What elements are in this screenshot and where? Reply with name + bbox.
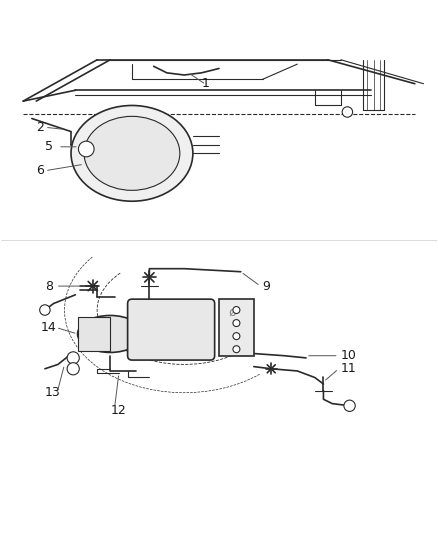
Text: 13: 13 xyxy=(45,386,60,399)
Circle shape xyxy=(67,352,79,364)
Circle shape xyxy=(233,320,240,327)
Text: ø: ø xyxy=(228,306,236,319)
Circle shape xyxy=(78,141,94,157)
Circle shape xyxy=(233,306,240,313)
FancyBboxPatch shape xyxy=(127,299,215,360)
Text: 11: 11 xyxy=(341,362,357,375)
Bar xyxy=(219,299,254,356)
Text: 2: 2 xyxy=(36,121,44,134)
Text: 14: 14 xyxy=(41,321,57,334)
Text: 12: 12 xyxy=(110,403,126,417)
Circle shape xyxy=(67,362,79,375)
Text: 5: 5 xyxy=(45,140,53,154)
Ellipse shape xyxy=(71,106,193,201)
Bar xyxy=(78,317,110,351)
Text: 6: 6 xyxy=(36,164,44,177)
Circle shape xyxy=(342,107,353,117)
Text: 8: 8 xyxy=(45,280,53,293)
Text: 10: 10 xyxy=(341,349,357,362)
Circle shape xyxy=(233,333,240,340)
Text: 1: 1 xyxy=(202,77,210,90)
Text: 9: 9 xyxy=(262,280,270,293)
Ellipse shape xyxy=(78,316,143,352)
Ellipse shape xyxy=(84,116,180,190)
Circle shape xyxy=(344,400,355,411)
Circle shape xyxy=(40,305,50,315)
Circle shape xyxy=(233,346,240,353)
